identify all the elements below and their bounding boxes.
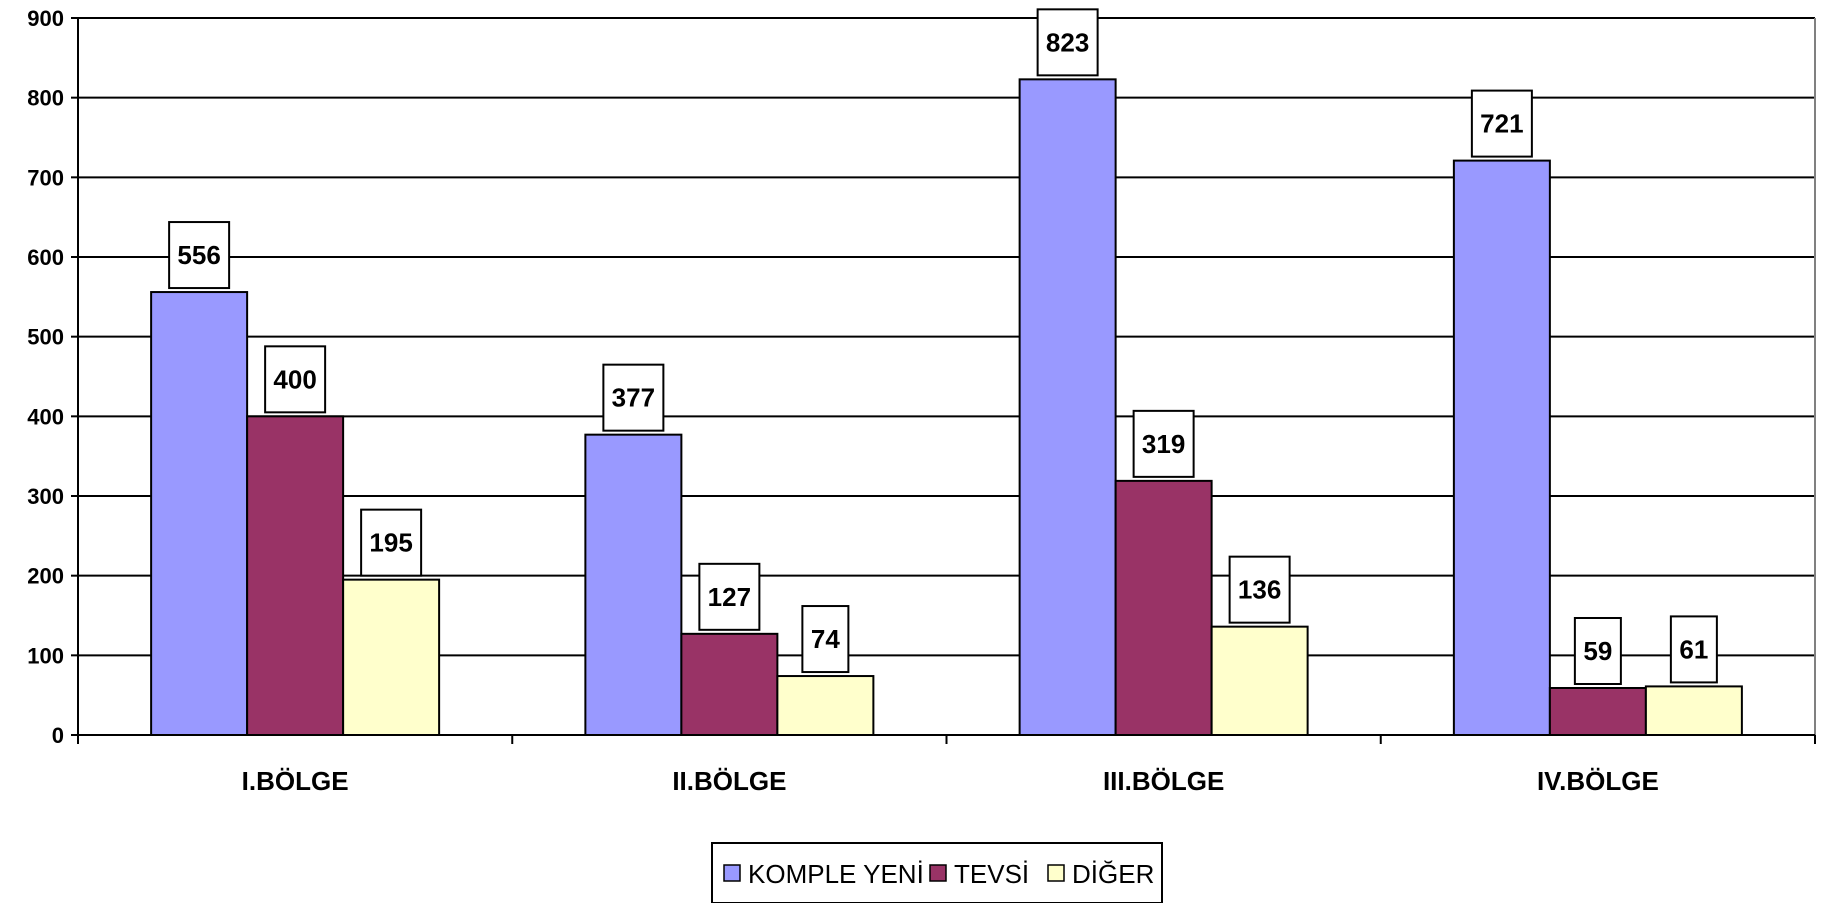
y-tick-label: 600 — [27, 245, 64, 270]
y-tick-label: 0 — [52, 723, 64, 748]
legend-label: KOMPLE YENİ — [748, 859, 924, 889]
x-axis-categories: I.BÖLGE II.BÖLGE III.BÖLGE IV.BÖLGE — [242, 766, 1659, 796]
data-label-box — [1573, 616, 1622, 685]
data-label: 127 — [708, 582, 751, 612]
x-category-label: II.BÖLGE — [672, 766, 786, 796]
data-label: 319 — [1142, 429, 1185, 459]
data-label: 400 — [273, 364, 316, 394]
data-label-box — [602, 363, 665, 432]
bar — [776, 675, 875, 737]
data-label-box — [1669, 615, 1718, 684]
data-label-box — [360, 508, 423, 577]
data-label: 377 — [612, 383, 655, 413]
bar — [1644, 685, 1743, 736]
legend-swatch — [929, 864, 947, 882]
bars — [150, 78, 1743, 737]
bar — [1548, 686, 1647, 736]
bar — [1114, 479, 1213, 737]
x-category-label: IV.BÖLGE — [1537, 766, 1659, 796]
y-tick-label: 100 — [27, 643, 64, 668]
bar — [1452, 159, 1551, 736]
legend-label: TEVSİ — [954, 859, 1029, 889]
data-label-box — [1228, 555, 1291, 624]
x-category-label: III.BÖLGE — [1103, 766, 1224, 796]
data-label: 59 — [1583, 636, 1612, 666]
data-label: 74 — [811, 624, 840, 654]
y-tick-label: 700 — [27, 165, 64, 190]
y-tick-label: 200 — [27, 564, 64, 589]
bar — [584, 433, 683, 736]
y-tick-label: 300 — [27, 484, 64, 509]
y-axis-ticks: 0 100 200 300 400 500 600 700 800 900 — [27, 6, 78, 748]
bar — [1018, 78, 1117, 737]
bar — [150, 291, 249, 736]
data-label-box — [264, 345, 327, 414]
data-label-box — [1132, 409, 1195, 478]
data-label: 136 — [1238, 575, 1281, 605]
x-category-label: I.BÖLGE — [242, 766, 349, 796]
y-tick-label: 800 — [27, 86, 64, 111]
data-label-box — [698, 562, 761, 631]
legend-swatch — [723, 864, 741, 882]
data-label-box — [1470, 89, 1533, 158]
data-label-box — [168, 221, 231, 290]
data-label-box — [801, 605, 850, 674]
y-tick-label: 500 — [27, 325, 64, 350]
data-label: 721 — [1480, 109, 1523, 139]
legend: KOMPLE YENİ TEVSİ DİĞER — [711, 842, 1163, 903]
axes — [77, 18, 1816, 744]
data-labels: 556 400 195 377 127 74 823 319 136 721 59 61 — [168, 8, 1718, 685]
legend-label: DİĞER — [1072, 859, 1154, 889]
y-tick-label: 900 — [27, 6, 64, 31]
bar — [246, 415, 345, 736]
y-tick-label: 400 — [27, 404, 64, 429]
data-label: 556 — [177, 240, 220, 270]
bar — [342, 578, 441, 737]
data-label-box — [1036, 8, 1099, 77]
data-label: 823 — [1046, 27, 1089, 57]
bar — [1210, 625, 1309, 736]
legend-swatch — [1047, 864, 1065, 882]
data-label: 61 — [1679, 634, 1708, 664]
data-label: 195 — [369, 528, 412, 558]
bar — [680, 632, 779, 736]
